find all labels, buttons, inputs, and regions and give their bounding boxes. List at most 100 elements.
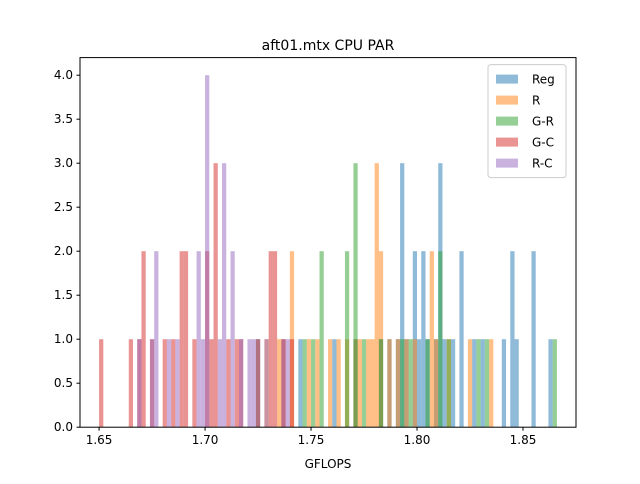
- bar: [281, 339, 286, 428]
- legend-label: G-R: [532, 115, 554, 129]
- bar: [200, 339, 206, 428]
- bar: [234, 339, 239, 428]
- bar: [353, 163, 358, 428]
- bar: [548, 339, 553, 428]
- bar: [306, 339, 312, 428]
- bar: [213, 163, 218, 428]
- series-r-c: [137, 75, 290, 428]
- bar: [387, 339, 392, 428]
- bar: [137, 339, 142, 428]
- bar: [175, 339, 180, 428]
- chart-title: aft01.mtx CPU PAR: [262, 38, 395, 54]
- bar: [459, 251, 464, 428]
- bar: [154, 251, 159, 428]
- bar: [302, 339, 307, 428]
- bar: [344, 251, 350, 428]
- bar: [171, 339, 176, 428]
- bar: [336, 339, 341, 428]
- legend-label: G-C: [532, 136, 554, 150]
- series-g-r: [302, 163, 557, 428]
- bar: [400, 163, 405, 428]
- bar: [226, 339, 231, 428]
- bar: [429, 251, 434, 428]
- bar: [361, 339, 367, 428]
- bar: [264, 339, 269, 428]
- bar: [196, 251, 201, 428]
- bar: [192, 339, 197, 428]
- bar: [315, 339, 320, 428]
- y-tick-label: 1.5: [54, 288, 73, 302]
- bar: [412, 339, 418, 428]
- bar: [217, 339, 223, 428]
- bar: [484, 339, 490, 428]
- bar: [238, 339, 244, 428]
- bar: [166, 339, 172, 428]
- bar: [476, 339, 481, 428]
- legend-swatch: [496, 116, 518, 126]
- legend-swatch: [496, 95, 518, 105]
- bar: [230, 251, 235, 428]
- legend-label: R: [532, 94, 540, 108]
- bar: [277, 339, 282, 428]
- legend-label: Reg: [532, 73, 555, 87]
- bar: [289, 339, 295, 428]
- bar: [128, 339, 133, 428]
- bar: [400, 339, 405, 428]
- bar: [370, 339, 375, 428]
- bar: [99, 339, 104, 428]
- bar: [162, 339, 167, 428]
- y-axis: 0.0 0.5 1.0 1.5 2.0 2.5 3.0 3.5 4.0: [54, 68, 80, 434]
- bar: [378, 339, 384, 428]
- y-tick-label: 4.0: [54, 68, 73, 82]
- bar: [510, 251, 515, 428]
- bar: [268, 251, 273, 428]
- x-tick-label: 1.80: [404, 433, 431, 447]
- bar: [205, 75, 210, 428]
- bar: [501, 339, 507, 428]
- y-tick-label: 1.0: [54, 332, 73, 346]
- bar: [251, 339, 256, 428]
- bar: [421, 251, 426, 428]
- bar: [450, 339, 456, 428]
- bar: [417, 339, 422, 428]
- bar: [425, 339, 430, 428]
- x-tick-label: 1.85: [510, 433, 537, 447]
- bar: [552, 339, 557, 428]
- bar: [332, 339, 337, 428]
- bar: [319, 251, 324, 428]
- y-tick-label: 2.5: [54, 200, 73, 214]
- bar: [442, 339, 447, 428]
- x-axis: 1.65 1.70 1.75 1.80 1.85: [86, 427, 537, 447]
- bar: [285, 339, 290, 428]
- bar: [467, 339, 473, 428]
- x-tick-label: 1.75: [298, 433, 325, 447]
- bar: [472, 339, 477, 428]
- bar: [141, 251, 146, 428]
- bar: [298, 339, 303, 428]
- legend: Reg R G-R G-C R-C: [487, 64, 567, 179]
- bars-layer: [99, 75, 557, 428]
- legend-swatch: [496, 74, 518, 84]
- bar: [404, 339, 409, 428]
- bar: [433, 339, 439, 428]
- bar: [480, 339, 485, 428]
- y-tick-label: 0.0: [54, 420, 73, 434]
- x-tick-label: 1.65: [86, 433, 113, 447]
- bar: [247, 339, 252, 428]
- bar: [328, 339, 333, 428]
- bar: [531, 251, 536, 428]
- bar: [209, 339, 214, 428]
- bar: [183, 251, 189, 428]
- legend-swatch: [496, 137, 518, 147]
- bar: [374, 163, 379, 428]
- bar: [446, 339, 451, 428]
- bar: [395, 339, 401, 428]
- bar: [255, 339, 261, 428]
- bar: [149, 339, 155, 428]
- bar: [222, 163, 227, 428]
- bar: [438, 251, 443, 428]
- y-tick-label: 3.5: [54, 112, 73, 126]
- bar: [489, 339, 494, 428]
